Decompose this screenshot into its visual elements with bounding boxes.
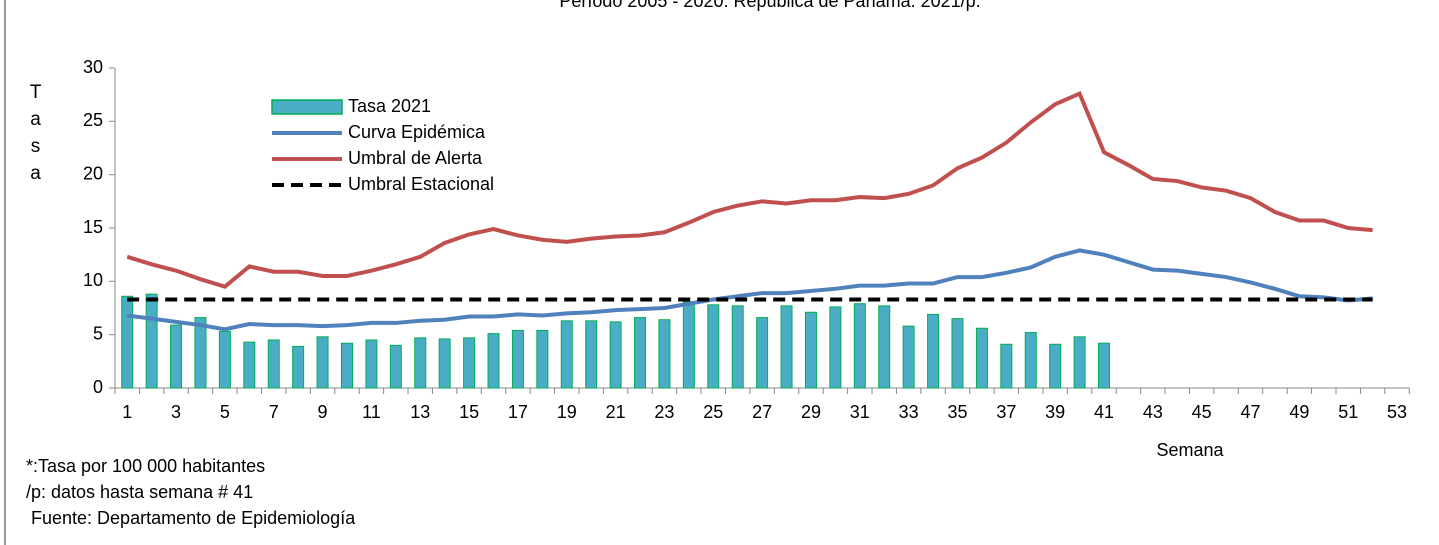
note: *:Tasa por 100 000 habitantes (26, 456, 265, 476)
x-tick-label: 19 (557, 402, 577, 422)
x-tick-label: 31 (850, 402, 870, 422)
bar (365, 339, 378, 389)
x-tick-label: 33 (899, 402, 919, 422)
bar (1098, 342, 1111, 389)
x-tick-label: 17 (508, 402, 528, 422)
bar (170, 324, 183, 389)
bar (780, 305, 793, 389)
legend-label: Umbral Estacional (348, 174, 494, 194)
bar (902, 325, 915, 389)
bar (756, 317, 769, 389)
x-tick-label: 49 (1289, 402, 1309, 422)
y-axis-label: Tasa (25, 82, 46, 190)
bar (707, 304, 720, 389)
x-tick-label: 21 (606, 402, 626, 422)
x-tick-label: 25 (703, 402, 723, 422)
bar (560, 320, 573, 389)
bar (292, 345, 305, 389)
note: Fuente: Departamento de Epidemiología (26, 508, 356, 528)
bar (414, 337, 427, 389)
x-axis-label: Semana (1156, 440, 1224, 460)
line (126, 248, 1373, 332)
bar (145, 293, 158, 389)
x-tick-label: 11 (362, 402, 381, 422)
x-tick-label: 45 (1192, 402, 1212, 422)
line (126, 90, 1373, 289)
x-tick-label: 53 (1387, 402, 1407, 422)
legend-swatch (271, 99, 343, 115)
x-tick-label: 15 (459, 402, 479, 422)
x-tick-label: 29 (801, 402, 821, 422)
x-tick-label: 3 (171, 402, 181, 422)
bar (243, 341, 256, 389)
bar (340, 342, 353, 389)
bar (609, 321, 622, 389)
legend-label: Curva Epidémica (348, 122, 486, 142)
note: /p: datos hasta semana # 41 (26, 482, 253, 502)
x-tick-label: 13 (410, 402, 430, 422)
chart-subtitle: Período 2005 - 2020. República de Panamá… (559, 0, 980, 11)
y-tick-label: 15 (83, 217, 103, 237)
legend-label: Tasa 2021 (348, 96, 431, 116)
x-tick-label: 1 (122, 402, 132, 422)
x-tick-label: 9 (318, 402, 328, 422)
bar (121, 295, 134, 389)
y-tick-label: 5 (93, 323, 103, 343)
x-tick-label: 41 (1094, 402, 1114, 422)
bar (463, 337, 476, 389)
x-tick-label: 37 (996, 402, 1016, 422)
bar (218, 330, 231, 389)
bar (194, 317, 207, 389)
y-tick-label: 25 (83, 110, 103, 130)
x-tick-label: 27 (752, 402, 772, 422)
bar (389, 344, 402, 389)
bar (267, 339, 280, 389)
bar (682, 301, 695, 389)
x-tick-label: 5 (220, 402, 230, 422)
bar (1049, 343, 1062, 389)
bar (585, 320, 598, 389)
bar (829, 306, 842, 389)
bar (511, 329, 524, 389)
y-tick-label: 0 (93, 377, 103, 397)
bar (853, 303, 866, 389)
bar (487, 333, 500, 389)
bar (975, 327, 988, 389)
bar (316, 336, 329, 389)
x-tick-label: 39 (1045, 402, 1065, 422)
bar (1073, 336, 1086, 389)
y-tick-label: 20 (83, 163, 103, 183)
y-tick-label: 10 (83, 270, 103, 290)
bar (927, 313, 940, 389)
x-tick-label: 23 (654, 402, 674, 422)
x-tick-label: 51 (1338, 402, 1358, 422)
bar (731, 305, 744, 389)
legend-label: Umbral de Alerta (348, 148, 483, 168)
bar (1000, 343, 1013, 389)
bar (658, 319, 671, 389)
bar (634, 317, 647, 389)
bar (804, 311, 817, 389)
bar (536, 329, 549, 389)
bar (1024, 332, 1037, 389)
bar (438, 338, 451, 389)
bar (878, 305, 891, 389)
x-tick-label: 7 (269, 402, 279, 422)
y-tick-label: 30 (83, 57, 103, 77)
x-tick-label: 35 (947, 402, 967, 422)
x-tick-label: 47 (1241, 402, 1261, 422)
bar (951, 318, 964, 389)
x-tick-label: 43 (1143, 402, 1163, 422)
